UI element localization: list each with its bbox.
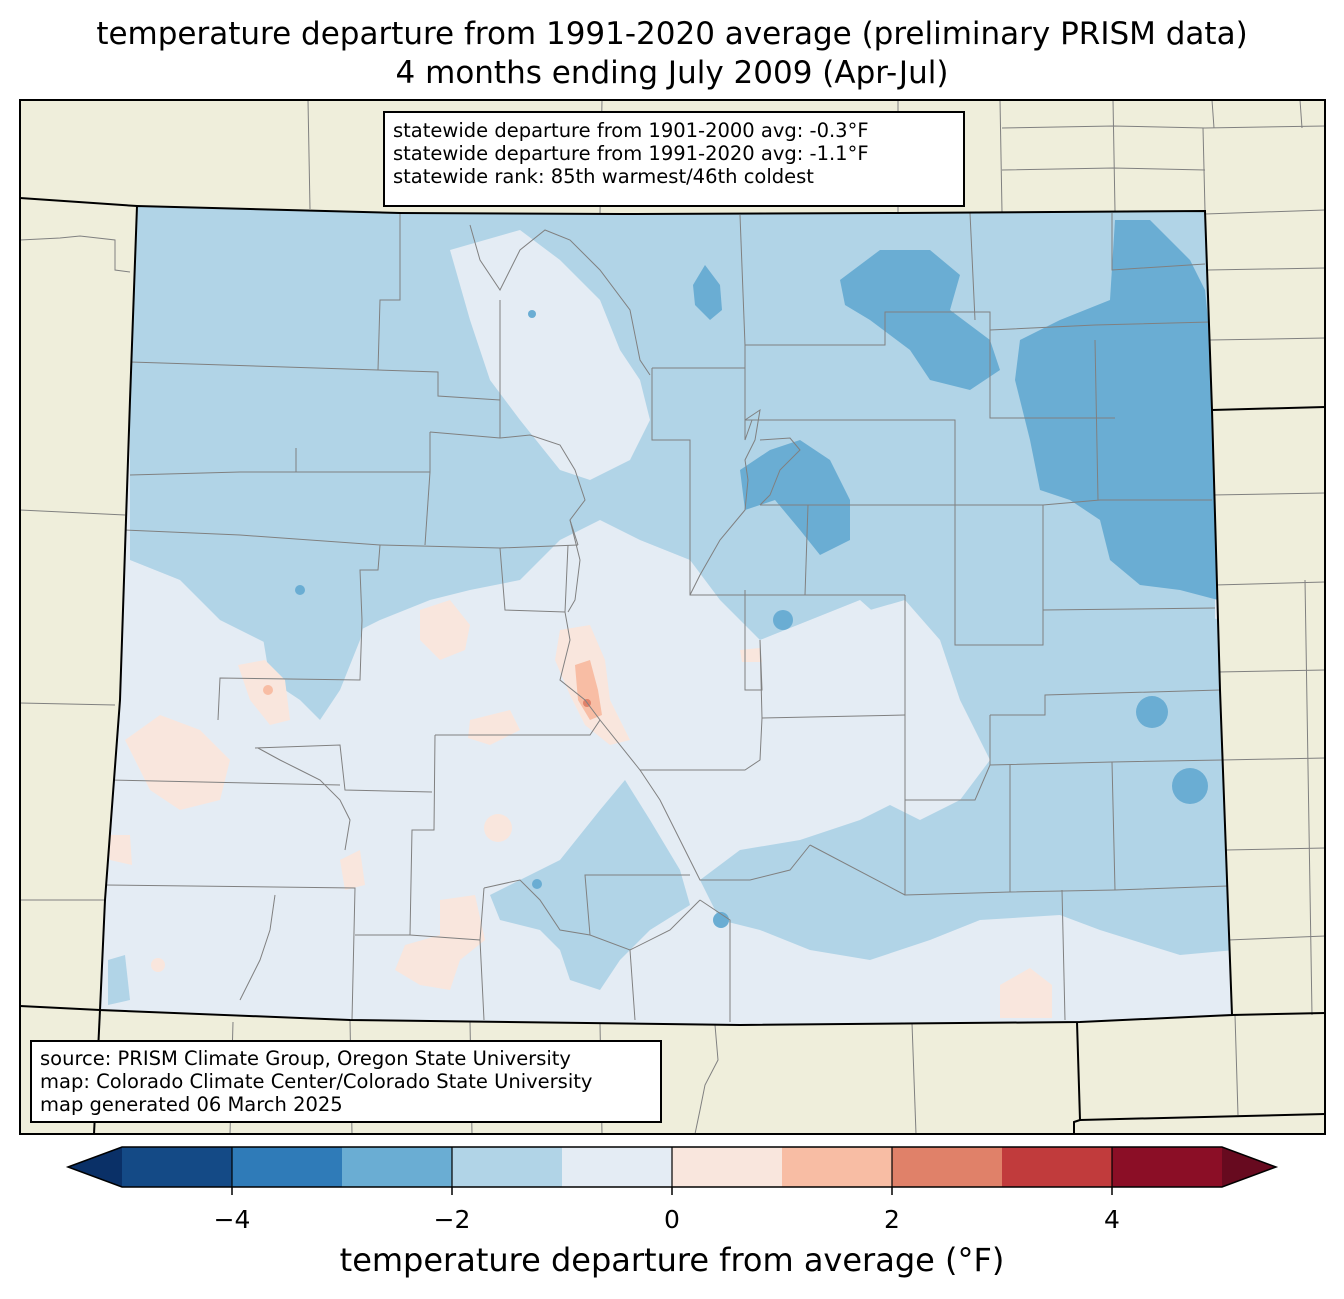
county-lines (104, 212, 1229, 1022)
colorbar-bin (892, 1147, 1002, 1187)
colorbar-tick-label: −4 (213, 1205, 251, 1234)
colorbar-extend-over (1222, 1147, 1276, 1187)
colorbar-tick-label: 2 (884, 1205, 900, 1234)
colorbar-bin (452, 1147, 562, 1187)
field-bin-m1-0-plains (860, 600, 990, 820)
credits-source: source: PRISM Climate Group, Oregon Stat… (40, 1047, 571, 1070)
field-bin-m3-m2-blob7 (713, 912, 729, 928)
field-bin-m2-m1-sw (108, 955, 130, 1005)
field-bin-m3-m2-northeast (1015, 220, 1218, 600)
credits-map: map: Colorado Climate Center/Colorado St… (40, 1070, 593, 1093)
colorbar-bin (1112, 1147, 1222, 1187)
field-bin-m3-m2-blob2 (1136, 696, 1168, 728)
colorbar-bin (1002, 1147, 1112, 1187)
map-title: temperature departure from 1991-2020 ave… (96, 16, 1248, 52)
field-bin-m2-m1-west (260, 590, 370, 720)
colorado-temperature-field (100, 206, 1232, 1025)
colorbar-bin (672, 1147, 782, 1187)
colorbar-label: temperature departure from average (°F) (339, 1241, 1005, 1279)
field-bin-m3-m2-blob5 (295, 585, 305, 595)
field-bin-m3-m2-blob1 (693, 265, 722, 320)
field-bin-1-2-sanluis (575, 660, 602, 720)
colorbar-bin (782, 1147, 892, 1187)
field-bin-m3-m2-blob4 (773, 610, 793, 630)
stats-rank: statewide rank: 85th warmest/46th coldes… (393, 165, 814, 188)
field-bin-0-1-south2 (1000, 968, 1052, 1018)
field-bin-0-1-sw3 (108, 835, 132, 865)
field-bin-0-1-east (740, 648, 762, 662)
statewide-stats-box: statewide departure from 1901-2000 avg: … (383, 111, 965, 207)
field-bin-0-1-south1 (395, 895, 485, 990)
stats-departure-1901-2000: statewide departure from 1901-2000 avg: … (393, 119, 869, 142)
stats-departure-1991-2020: statewide departure from 1991-2020 avg: … (393, 142, 869, 165)
colorbar (65, 1146, 1279, 1195)
colorbar-tick-label: −2 (433, 1205, 471, 1234)
field-bin-m3-m2-blob6 (532, 879, 542, 889)
field-bin-0-1-sw4 (340, 850, 365, 890)
field-bin-m3-m2-denver (740, 440, 850, 555)
colorbar-bin (122, 1147, 232, 1187)
field-bin-m3-m2-blob8 (528, 310, 536, 318)
field-bin-m1-0-northpark (450, 230, 650, 480)
colorbar-bin (562, 1147, 672, 1187)
colorbar-outline (65, 1146, 1279, 1188)
colorbar-tick-label: 4 (1104, 1205, 1120, 1234)
field-bin-1-2-blob1 (263, 685, 273, 695)
field-bin-0-1-sw1 (125, 715, 230, 810)
colorbar-bin (232, 1147, 342, 1187)
field-bin-0-1-blob1 (484, 814, 512, 842)
field-bin-m3-m2-ne-blob (840, 250, 1000, 390)
field-bin-0-1-central1 (420, 600, 470, 660)
credits-box: source: PRISM Climate Group, Oregon Stat… (30, 1040, 662, 1123)
map-frame (19, 99, 1326, 1135)
field-bin-0-1-blob2 (151, 958, 165, 972)
map-subtitle: 4 months ending July 2009 (Apr-Jul) (395, 55, 949, 91)
credits-generated: map generated 06 March 2025 (40, 1093, 343, 1116)
field-bin-m2-m1-sanluis (490, 780, 690, 990)
colorbar-extend-under (68, 1147, 122, 1187)
field-bin-m3-m2-blob3 (1172, 768, 1208, 804)
field-bin-0-1-central2 (468, 710, 520, 745)
colorbar-tick-label: 0 (664, 1205, 680, 1234)
colorbar-bin (342, 1147, 452, 1187)
